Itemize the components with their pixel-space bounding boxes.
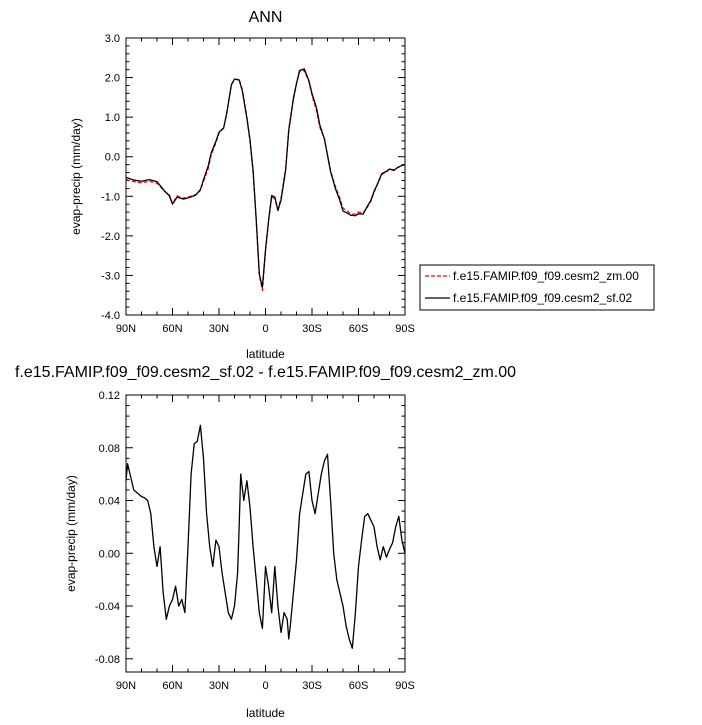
x-tick-label: 30N: [209, 323, 229, 335]
series-line-1: [125, 68, 406, 288]
x-tick-label: 90N: [116, 680, 136, 692]
x-tick-label: 60S: [349, 323, 369, 335]
y-tick-label: -0.04: [95, 601, 120, 613]
x-tick-label: 30S: [302, 680, 322, 692]
y-tick-label: -3.0: [101, 270, 120, 282]
legend-label-zm: f.e15.FAMIP.f09_f09.cesm2_zm.00: [453, 269, 639, 283]
top-chart: ANN latitude evap-precip (mm/day) 90N 60N…: [69, 9, 655, 361]
y-tick-label: -4.0: [101, 310, 120, 322]
y-tick-label: -2.0: [101, 231, 120, 243]
y-tick-label: 0.04: [99, 496, 120, 508]
x-tick-label: 0: [262, 323, 268, 335]
bottom-chart-frame: [125, 394, 406, 673]
bottom-chart-ticks: 90N 60N 30N 0 30S 60S 90S 0.12 0.08 0.04 0.00 -0.04…: [95, 390, 415, 692]
y-tick-label: -0.08: [95, 654, 120, 666]
x-tick-label: 0: [262, 680, 268, 692]
x-tick-label: 60N: [162, 680, 182, 692]
top-chart-ylabel: evap-precip (mm/day): [69, 118, 83, 235]
y-tick-label: 3.0: [105, 33, 120, 45]
bottom-chart-ylabel: evap-precip (mm/day): [64, 475, 78, 592]
y-tick-label: 2.0: [105, 73, 120, 85]
y-tick-label: 0.12: [99, 390, 120, 402]
x-tick-label: 90N: [116, 323, 136, 335]
legend: f.e15.FAMIP.f09_f09.cesm2_zm.00 f.e15.FA…: [419, 264, 655, 311]
y-tick-label: 1.0: [105, 112, 120, 124]
top-chart-frame: [125, 37, 406, 316]
legend-label-sf: f.e15.FAMIP.f09_f09.cesm2_sf.02: [453, 291, 633, 305]
top-chart-series: [125, 68, 406, 292]
top-chart-xlabel: latitude: [246, 347, 285, 361]
bottom-chart-title: f.e15.FAMIP.f09_f09.cesm2_sf.02 - f.e15.…: [15, 364, 516, 381]
bottom-chart-series: [125, 424, 406, 649]
series-line-0: [125, 424, 406, 649]
x-tick-label: 30S: [302, 323, 322, 335]
bottom-chart-xlabel: latitude: [246, 706, 285, 720]
x-tick-label: 30N: [209, 680, 229, 692]
y-tick-label: 0.00: [99, 548, 120, 560]
y-tick-label: -1.0: [101, 191, 120, 203]
bottom-chart: f.e15.FAMIP.f09_f09.cesm2_sf.02 - f.e15.…: [15, 364, 516, 720]
top-chart-title: ANN: [249, 9, 283, 26]
x-tick-label: 90S: [395, 323, 415, 335]
y-tick-label: 0.0: [105, 152, 120, 164]
y-tick-label: 0.08: [99, 443, 120, 455]
x-tick-label: 60N: [162, 323, 182, 335]
legend-box: [419, 264, 655, 311]
top-chart-ticks: 90N 60N 30N 0 30S 60S 90S 3.0 2.0 1.0 0.0 -1.0 -2.0 -…: [101, 33, 415, 335]
x-tick-label: 60S: [349, 680, 369, 692]
x-tick-label: 90S: [395, 680, 415, 692]
